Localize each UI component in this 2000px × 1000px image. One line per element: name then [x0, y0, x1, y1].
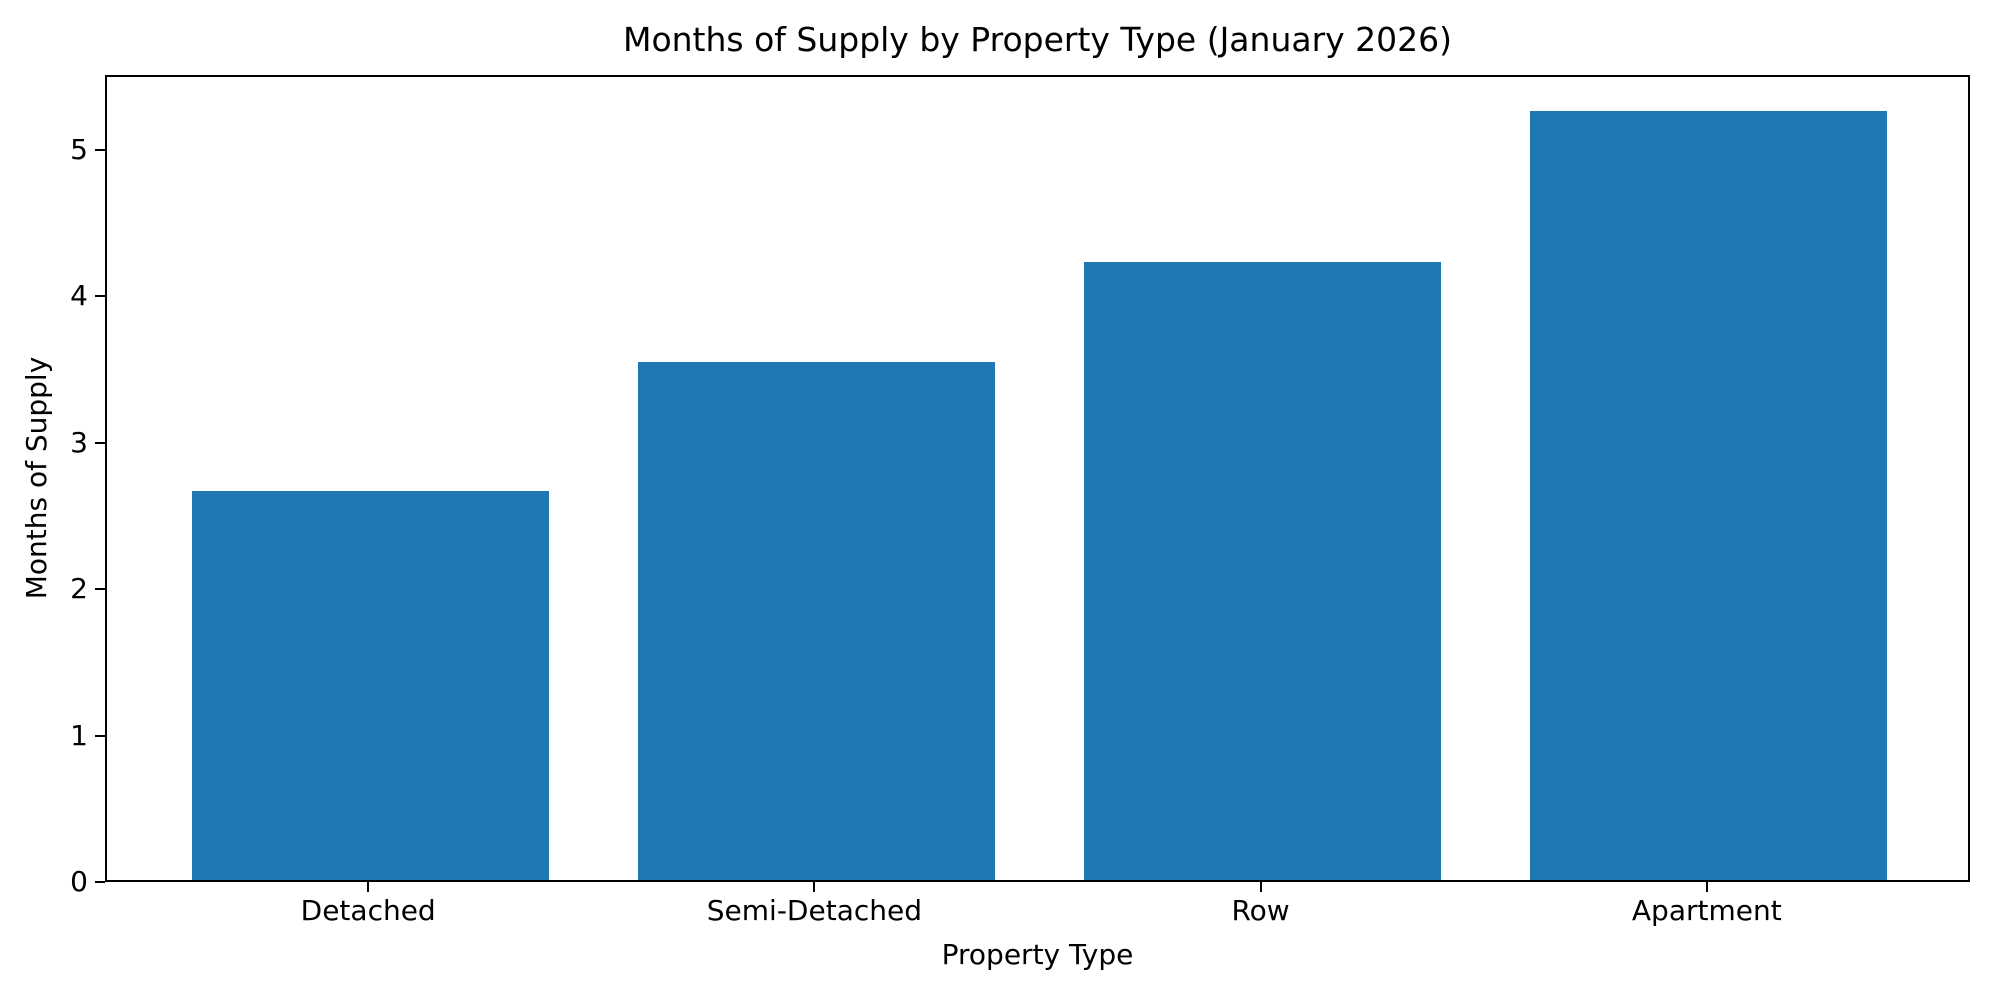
y-tick-label: 1: [70, 718, 88, 752]
x-tick-mark: [813, 882, 816, 892]
x-tick-mark: [1259, 882, 1262, 892]
x-tick-mark: [1705, 882, 1708, 892]
y-tick-mark: [95, 734, 105, 737]
y-tick-label: 2: [70, 572, 88, 606]
bar-apartment: [1530, 111, 1888, 880]
x-tick-label-detached: Detached: [300, 894, 436, 927]
y-axis-label: Months of Supply: [20, 356, 53, 600]
y-tick-label: 0: [70, 865, 88, 898]
y-tick-label: 3: [70, 425, 88, 459]
x-tick-label-row: Row: [1231, 894, 1290, 927]
y-tick-mark: [95, 149, 105, 151]
bar-detached: [191, 490, 549, 880]
x-tick-label-semi-detached: Semi-Detached: [706, 894, 922, 927]
y-tick-label: 5: [70, 133, 88, 166]
bar-semi-detached: [637, 361, 995, 880]
plot-area: [105, 75, 1970, 882]
bar-row: [1084, 262, 1441, 880]
x-tick-label-apartment: Apartment: [1631, 894, 1782, 927]
x-axis-label: Property Type: [941, 938, 1134, 971]
y-tick-mark: [95, 881, 105, 883]
y-tick-mark: [95, 441, 105, 444]
y-tick-mark: [95, 295, 105, 298]
y-tick-mark: [95, 588, 105, 591]
chart-title: Months of Supply by Property Type (Janua…: [622, 20, 1453, 59]
x-tick-mark: [367, 882, 370, 892]
y-tick-label: 4: [70, 279, 88, 313]
